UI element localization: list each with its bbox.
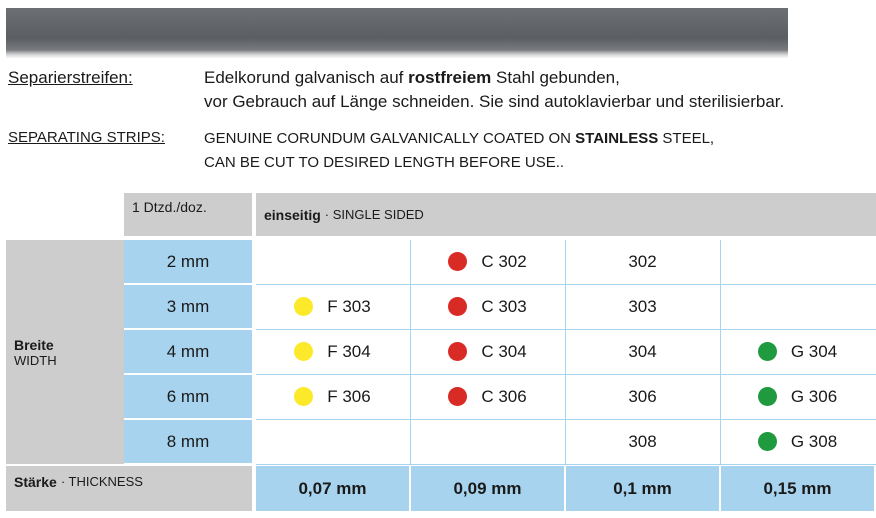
product-cell-plain: 303 (566, 285, 719, 328)
product-code-text: 302 (628, 251, 657, 271)
yellow-dot-icon (294, 387, 314, 406)
product-cell-green (721, 285, 874, 328)
product-cell-plain: 306 (566, 375, 719, 418)
english-line-2: CAN BE CUT TO DESIRED LENGTH BEFORE USE.… (204, 154, 565, 171)
red-dot-icon (448, 297, 468, 316)
red-dot-icon (448, 387, 468, 406)
product-code-text: G 304 (790, 341, 838, 361)
product-code-text: 306 (628, 386, 657, 406)
product-cell-plain: 304 (566, 330, 719, 373)
width-cell: 4 mm (124, 330, 252, 373)
product-cell-green: G 308 (721, 420, 874, 463)
product-code: 306 (628, 387, 656, 407)
product-code: G 306 (757, 386, 838, 407)
product-cell-coarse: C 304 (411, 330, 564, 373)
product-code: G 308 (757, 431, 838, 452)
thickness-label: Stärke · THICKNESS (6, 466, 252, 511)
yellow-dot-icon (294, 297, 314, 316)
product-cell-fine: F 306 (256, 375, 409, 418)
product-code-text: F 304 (327, 341, 371, 361)
red-dot-icon (448, 342, 468, 361)
product-code: F 306 (294, 386, 371, 407)
product-code-text: 304 (628, 341, 657, 361)
product-cell-fine: F 303 (256, 285, 409, 328)
product-code: 308 (628, 432, 656, 452)
product-code-text: 303 (628, 296, 657, 316)
thickness-c: 0,09 mm (411, 466, 564, 511)
german-description: Edelkorund galvanisch auf rostfreiem Sta… (204, 66, 784, 114)
column-divider (410, 240, 411, 465)
row-divider (256, 374, 876, 375)
abrasive-strip-image (6, 8, 788, 58)
yellow-dot-icon (294, 342, 314, 361)
product-code-text: 308 (628, 431, 657, 451)
english-description: GENUINE CORUNDUM GALVANICALLY COATED ON … (204, 127, 714, 175)
product-cell-fine (256, 240, 409, 283)
width-cell: 8 mm (124, 420, 252, 463)
product-cell-coarse: C 303 (411, 285, 564, 328)
product-code: C 302 (448, 251, 527, 272)
product-code-text: F 306 (327, 386, 371, 406)
thickness-f: 0,07 mm (256, 466, 409, 511)
row-divider (256, 284, 876, 285)
product-code: C 306 (448, 386, 527, 407)
product-code-text: C 303 (481, 296, 527, 316)
product-code: C 304 (448, 341, 527, 362)
row-divider (256, 329, 876, 330)
row-divider (256, 419, 876, 420)
product-cell-green: G 306 (721, 375, 874, 418)
width-cell: 3 mm (124, 285, 252, 328)
column-divider (720, 240, 721, 465)
width-label: Breite WIDTH (6, 240, 124, 464)
product-code-text: C 302 (481, 251, 527, 271)
pack-size-header: 1 Dtzd./doz. (124, 193, 252, 236)
green-dot-icon (757, 432, 777, 451)
single-sided-header: einseitig · SINGLE SIDED (256, 193, 876, 236)
german-line-2: vor Gebrauch auf Länge schneiden. Sie si… (204, 92, 785, 111)
row-divider (256, 464, 876, 465)
product-code: 302 (628, 252, 656, 272)
product-cell-fine: F 304 (256, 330, 409, 373)
product-code: F 303 (294, 296, 371, 317)
english-title: SEPARATING STRIPS: (8, 129, 165, 146)
column-divider (565, 240, 566, 465)
product-code: G 304 (757, 341, 838, 362)
product-cell-plain: 308 (566, 420, 719, 463)
product-code: F 304 (294, 341, 371, 362)
green-dot-icon (757, 342, 777, 361)
german-line-1: Edelkorund galvanisch auf rostfreiem Sta… (204, 68, 620, 87)
product-code-text: F 303 (327, 296, 371, 316)
english-line-1: GENUINE CORUNDUM GALVANICALLY COATED ON … (204, 130, 715, 147)
product-cell-coarse: C 302 (411, 240, 564, 283)
product-code: C 303 (448, 296, 527, 317)
product-cell-coarse: C 306 (411, 375, 564, 418)
product-cell-coarse (411, 420, 564, 463)
red-dot-icon (448, 252, 468, 271)
product-code-text: C 304 (481, 341, 527, 361)
width-cell: 6 mm (124, 375, 252, 418)
width-cell: 2 mm (124, 240, 252, 283)
product-cell-green (721, 240, 874, 283)
product-code-text: G 306 (790, 386, 838, 406)
thickness-g: 0,15 mm (721, 466, 874, 511)
product-cell-fine (256, 420, 409, 463)
german-title: Separierstreifen: (8, 68, 133, 87)
product-code-text: C 306 (481, 386, 527, 406)
thickness-plain: 0,1 mm (566, 466, 719, 511)
product-cell-plain: 302 (566, 240, 719, 283)
green-dot-icon (757, 387, 777, 406)
product-code: 303 (628, 297, 656, 317)
product-code: 304 (628, 342, 656, 362)
product-cell-green: G 304 (721, 330, 874, 373)
product-code-text: G 308 (790, 431, 838, 451)
